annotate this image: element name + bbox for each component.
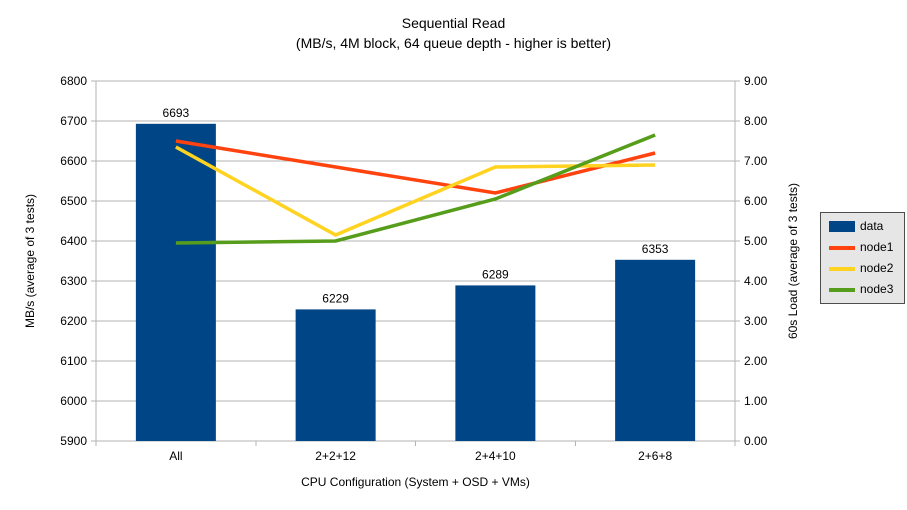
- chart-title: Sequential Read: [401, 15, 506, 31]
- left-tick-label: 6200: [60, 314, 87, 328]
- left-tick-label: 6400: [60, 234, 87, 248]
- legend-label: node1: [860, 240, 894, 254]
- right-tick-label: 7.00: [744, 154, 768, 168]
- right-tick-label: 5.00: [744, 234, 768, 248]
- left-tick-label: 5900: [60, 434, 87, 448]
- legend-item-node2: node2: [829, 262, 898, 275]
- legend-item-node1: node1: [829, 241, 898, 254]
- bar: [135, 123, 216, 442]
- legend-item-data: data: [829, 220, 898, 233]
- bar: [615, 259, 696, 441]
- right-tick-label: 8.00: [744, 114, 768, 128]
- left-tick-label: 6700: [60, 114, 87, 128]
- legend-swatch-node2: [829, 266, 855, 271]
- legend-swatch-node3: [829, 287, 855, 292]
- left-tick-label: 6300: [60, 274, 87, 288]
- right-tick-label: 3.00: [744, 314, 768, 328]
- chart-subtitle: (MB/s, 4M block, 64 queue depth - higher…: [295, 35, 612, 51]
- legend-swatch-node1: [829, 245, 855, 250]
- left-tick-label: 6100: [60, 354, 87, 368]
- line-series-node3: [175, 133, 656, 245]
- x-category-label: 2+2+12: [315, 449, 356, 463]
- x-axis-title: CPU Configuration (System + OSD + VMs): [301, 475, 530, 489]
- right-tick-label: 4.00: [744, 274, 768, 288]
- left-tick-label: 6800: [60, 74, 87, 88]
- left-tick-label: 6500: [60, 194, 87, 208]
- right-tick-label: 0.00: [744, 434, 768, 448]
- x-category-label: All: [169, 449, 182, 463]
- bar: [295, 309, 376, 441]
- legend-swatch-data: [829, 221, 855, 232]
- legend-label: data: [860, 219, 884, 233]
- bar-value-label: 6289: [482, 267, 509, 281]
- right-tick-label: 2.00: [744, 354, 768, 368]
- bar-value-label: 6353: [642, 242, 669, 256]
- bar-value-label: 6229: [322, 291, 349, 305]
- right-tick-label: 1.00: [744, 394, 768, 408]
- legend-label: node2: [860, 261, 894, 275]
- left-tick-label: 6000: [60, 394, 87, 408]
- left-tick-label: 6600: [60, 154, 87, 168]
- right-tick-label: 6.00: [744, 194, 768, 208]
- x-category-label: 2+6+8: [638, 449, 672, 463]
- x-category-label: 2+4+10: [475, 449, 516, 463]
- legend: data node1 node2 node3: [820, 212, 905, 304]
- bar-value-label: 6693: [163, 106, 190, 120]
- line-series-node1: [175, 139, 656, 195]
- legend-label: node3: [860, 282, 894, 296]
- bar: [455, 285, 536, 441]
- right-tick-label: 9.00: [744, 74, 768, 88]
- legend-item-node3: node3: [829, 283, 898, 296]
- left-axis-title: MB/s (average of 3 tests): [23, 193, 37, 329]
- right-axis-title: 60s Load (average of 3 tests): [786, 182, 800, 340]
